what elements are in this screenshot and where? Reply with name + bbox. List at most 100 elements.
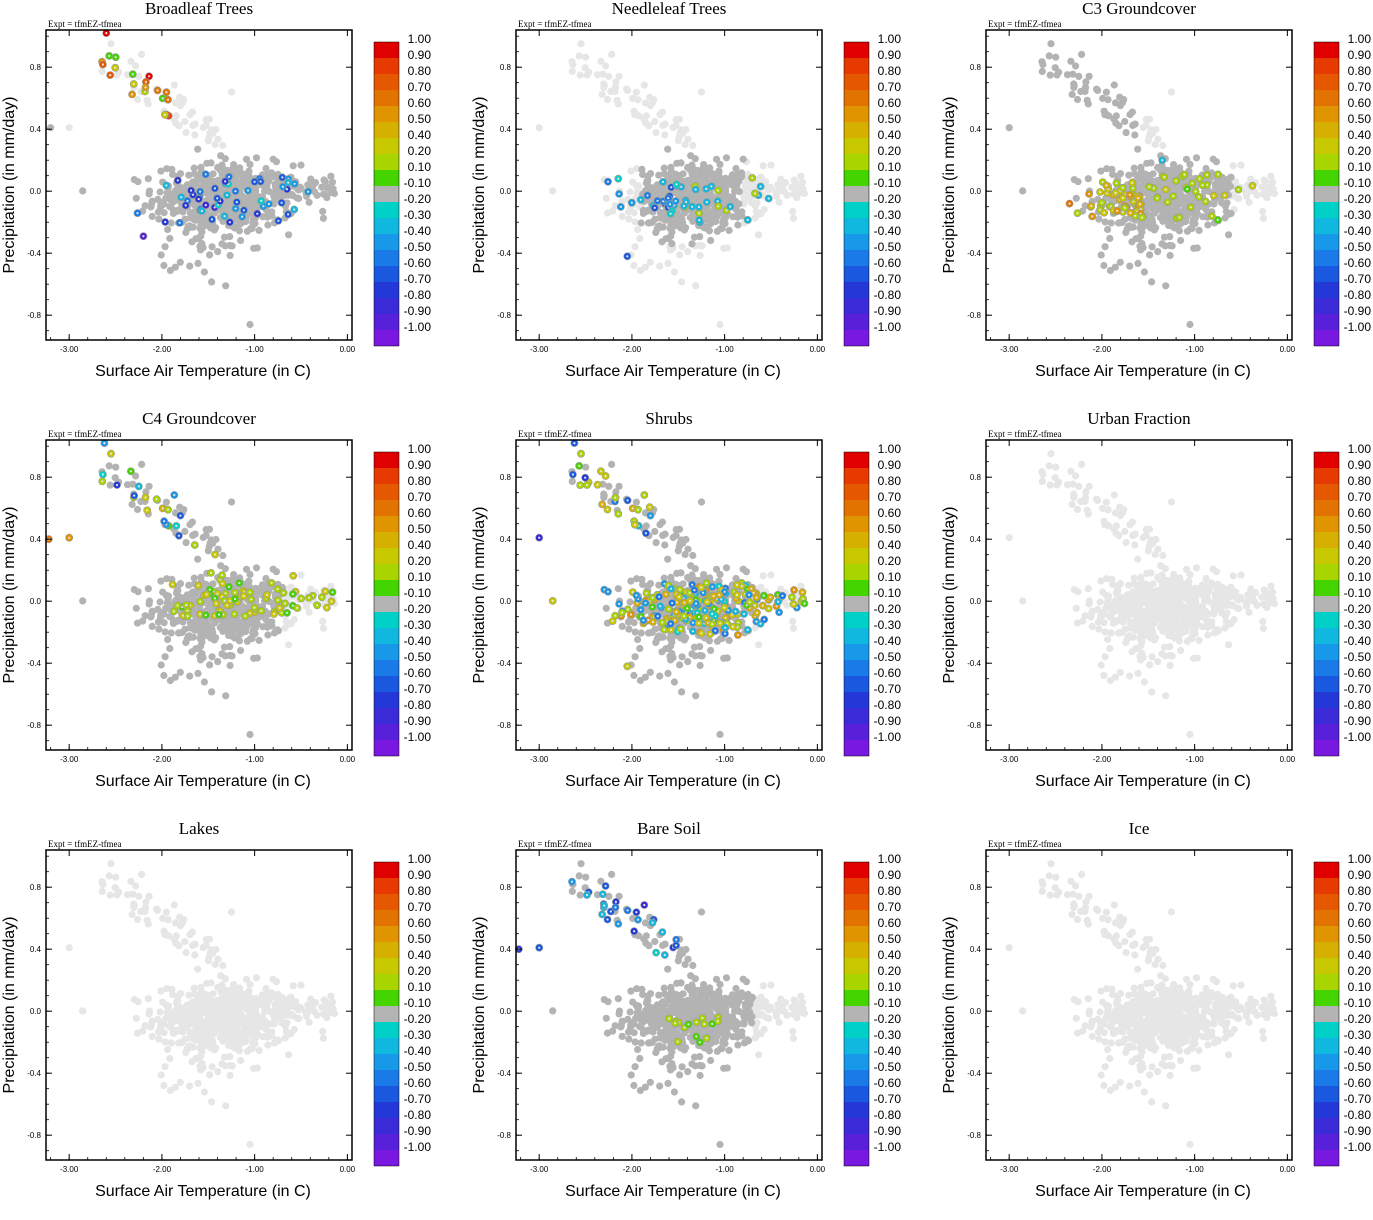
data-point-center xyxy=(167,99,169,101)
data-point xyxy=(189,619,196,626)
data-point xyxy=(1154,248,1161,255)
data-point-center xyxy=(763,595,765,597)
data-point-center xyxy=(224,215,226,217)
colorbar-swatch xyxy=(374,468,399,484)
y-tick-label: 0.8 xyxy=(970,63,982,72)
data-point-center xyxy=(277,599,279,601)
data-point xyxy=(1129,109,1136,116)
data-point-center xyxy=(236,201,238,203)
colorbar-swatch xyxy=(374,74,399,90)
data-point-center xyxy=(177,179,179,181)
data-point xyxy=(661,165,668,172)
data-point xyxy=(236,227,243,234)
data-point xyxy=(689,552,696,559)
colorbar-swatch xyxy=(1314,122,1339,138)
data-point xyxy=(1161,215,1168,222)
data-point-center xyxy=(281,612,283,614)
data-point xyxy=(720,245,727,252)
data-point-center xyxy=(683,205,685,207)
expt-label: Expt = tfmEZ-tfmea xyxy=(988,19,1062,29)
data-point xyxy=(697,252,704,259)
y-tick-label: 0.4 xyxy=(500,125,512,134)
y-tick-label: 0.0 xyxy=(30,597,42,606)
data-point-center xyxy=(324,590,326,592)
data-point-center xyxy=(631,202,633,204)
data-point-center xyxy=(156,498,158,500)
data-point-center xyxy=(607,591,609,593)
colorbar-label: 0.70 xyxy=(878,80,902,94)
data-point xyxy=(1085,175,1092,182)
data-point-center xyxy=(704,609,706,611)
x-tick-label: -3.00 xyxy=(60,345,79,354)
colorbar-swatch xyxy=(374,266,399,282)
data-point xyxy=(1106,645,1113,652)
data-point xyxy=(624,87,631,94)
data-point-center xyxy=(286,612,288,614)
data-point xyxy=(582,54,589,61)
data-point xyxy=(177,580,184,587)
data-point xyxy=(256,637,263,644)
colorbar-label: 0.90 xyxy=(1348,48,1372,62)
data-point-center xyxy=(235,208,237,210)
data-point-center xyxy=(1195,190,1197,192)
y-tick-label: -0.4 xyxy=(497,659,511,668)
data-point xyxy=(651,528,658,535)
data-point-center xyxy=(186,610,188,612)
data-point xyxy=(790,176,797,183)
y-tick-label: 0.8 xyxy=(500,63,512,72)
data-point xyxy=(722,214,729,221)
colorbar-swatch xyxy=(844,676,869,692)
data-point-center xyxy=(634,524,636,526)
data-point-center xyxy=(705,582,707,584)
data-point-center xyxy=(747,629,749,631)
data-point xyxy=(1184,228,1191,235)
data-point-center xyxy=(614,497,616,499)
colorbar-swatch xyxy=(844,138,869,154)
data-point-center xyxy=(142,235,144,237)
data-point xyxy=(634,96,641,103)
colorbar-swatch xyxy=(374,298,399,314)
data-point-center xyxy=(802,598,804,600)
data-point xyxy=(222,565,229,572)
data-point xyxy=(190,224,197,231)
y-tick-label: 0.0 xyxy=(500,597,512,606)
data-point xyxy=(297,572,304,579)
data-point xyxy=(1125,172,1132,179)
data-point xyxy=(173,112,180,119)
data-point-center xyxy=(584,477,586,479)
data-point xyxy=(647,580,654,587)
data-point xyxy=(294,194,301,201)
data-point xyxy=(1223,199,1230,206)
data-point xyxy=(192,121,199,128)
data-point-center xyxy=(627,608,629,610)
data-point xyxy=(1102,218,1109,225)
data-point xyxy=(577,72,584,79)
data-point-center xyxy=(165,184,167,186)
data-point xyxy=(273,158,280,165)
data-point xyxy=(799,179,806,186)
data-point xyxy=(768,185,775,192)
data-point xyxy=(246,161,253,168)
data-point xyxy=(698,88,705,95)
colorbar-label: -0.50 xyxy=(874,650,902,664)
data-point xyxy=(682,551,689,558)
data-point xyxy=(691,644,698,651)
data-point-center xyxy=(292,593,294,595)
colorbar-swatch xyxy=(844,154,869,170)
colorbar-swatch xyxy=(374,42,399,58)
data-point-center xyxy=(238,582,240,584)
expt-label: Expt = tfmEZ-tfmea xyxy=(48,429,122,439)
data-point-center xyxy=(607,181,609,183)
data-point xyxy=(227,662,234,669)
colorbar-label: 0.50 xyxy=(1348,112,1372,126)
colorbar-swatch xyxy=(374,548,399,564)
data-point xyxy=(788,184,795,191)
data-point xyxy=(1225,181,1232,188)
data-point-center xyxy=(224,180,226,182)
data-point xyxy=(1179,200,1186,207)
colorbar-label: 0.10 xyxy=(408,160,432,174)
data-point xyxy=(194,260,201,267)
data-point xyxy=(716,161,723,168)
colorbar-label: -0.80 xyxy=(874,288,902,302)
